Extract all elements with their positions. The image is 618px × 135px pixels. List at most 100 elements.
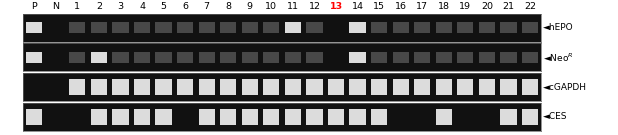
Bar bbox=[501, 79, 517, 95]
Bar bbox=[198, 22, 215, 33]
Bar bbox=[501, 22, 517, 33]
Bar bbox=[328, 79, 344, 95]
Bar bbox=[220, 22, 236, 33]
Bar bbox=[69, 22, 85, 33]
Bar bbox=[371, 109, 387, 125]
Text: ◄cGAPDH: ◄cGAPDH bbox=[543, 83, 587, 92]
Bar bbox=[436, 22, 452, 33]
Bar bbox=[177, 22, 193, 33]
Bar bbox=[479, 79, 495, 95]
Text: 4: 4 bbox=[139, 2, 145, 11]
Bar bbox=[285, 52, 301, 63]
Bar bbox=[112, 22, 129, 33]
Text: 15: 15 bbox=[373, 2, 385, 11]
Bar bbox=[91, 109, 107, 125]
Text: N: N bbox=[53, 2, 59, 11]
Bar bbox=[392, 22, 408, 33]
Bar bbox=[220, 109, 236, 125]
Bar bbox=[392, 79, 408, 95]
Text: 21: 21 bbox=[502, 2, 514, 11]
Bar bbox=[371, 79, 387, 95]
Text: 10: 10 bbox=[265, 2, 277, 11]
Bar bbox=[349, 79, 366, 95]
Bar bbox=[328, 109, 344, 125]
Bar bbox=[156, 109, 172, 125]
Bar bbox=[436, 79, 452, 95]
Bar bbox=[112, 52, 129, 63]
Bar bbox=[156, 52, 172, 63]
Bar bbox=[91, 22, 107, 33]
Bar bbox=[349, 109, 366, 125]
Bar bbox=[242, 52, 258, 63]
Bar bbox=[392, 52, 408, 63]
Bar bbox=[436, 52, 452, 63]
Text: 6: 6 bbox=[182, 2, 188, 11]
Bar bbox=[26, 52, 43, 63]
Bar bbox=[134, 52, 150, 63]
Text: P: P bbox=[32, 2, 37, 11]
Text: 3: 3 bbox=[117, 2, 124, 11]
Bar bbox=[307, 79, 323, 95]
Text: ◄hEPO: ◄hEPO bbox=[543, 23, 574, 32]
Bar bbox=[112, 109, 129, 125]
Bar bbox=[198, 52, 215, 63]
Bar bbox=[69, 52, 85, 63]
Bar bbox=[457, 79, 473, 95]
Bar bbox=[242, 109, 258, 125]
Bar bbox=[134, 109, 150, 125]
Bar bbox=[349, 52, 366, 63]
Text: 20: 20 bbox=[481, 2, 493, 11]
Bar bbox=[307, 52, 323, 63]
Bar bbox=[220, 52, 236, 63]
Bar bbox=[522, 79, 538, 95]
Text: 12: 12 bbox=[308, 2, 321, 11]
Bar bbox=[522, 22, 538, 33]
Bar bbox=[307, 109, 323, 125]
Text: 8: 8 bbox=[225, 2, 231, 11]
Bar bbox=[414, 52, 430, 63]
Bar bbox=[177, 52, 193, 63]
Text: 9: 9 bbox=[247, 2, 253, 11]
Bar bbox=[349, 22, 366, 33]
Text: ◄Neo$^R$: ◄Neo$^R$ bbox=[543, 51, 574, 64]
Bar bbox=[479, 52, 495, 63]
Bar bbox=[436, 109, 452, 125]
Bar bbox=[263, 109, 279, 125]
Text: 1: 1 bbox=[74, 2, 80, 11]
Bar bbox=[263, 52, 279, 63]
Bar bbox=[69, 79, 85, 95]
Bar bbox=[414, 79, 430, 95]
Bar bbox=[198, 79, 215, 95]
Text: 13: 13 bbox=[329, 2, 342, 11]
Bar bbox=[242, 79, 258, 95]
Bar bbox=[177, 79, 193, 95]
Bar bbox=[522, 109, 538, 125]
Bar bbox=[134, 22, 150, 33]
Bar bbox=[414, 22, 430, 33]
Bar bbox=[220, 79, 236, 95]
Text: 11: 11 bbox=[287, 2, 299, 11]
Bar bbox=[371, 52, 387, 63]
Bar bbox=[479, 22, 495, 33]
Bar bbox=[285, 109, 301, 125]
Text: 18: 18 bbox=[438, 2, 450, 11]
Bar bbox=[91, 79, 107, 95]
Bar bbox=[26, 22, 43, 33]
Text: 16: 16 bbox=[395, 2, 407, 11]
Bar bbox=[263, 79, 279, 95]
Bar bbox=[263, 22, 279, 33]
Text: 19: 19 bbox=[459, 2, 472, 11]
Text: 2: 2 bbox=[96, 2, 102, 11]
Bar bbox=[112, 79, 129, 95]
Bar bbox=[501, 52, 517, 63]
Bar bbox=[91, 52, 107, 63]
Bar bbox=[522, 52, 538, 63]
Text: 7: 7 bbox=[204, 2, 210, 11]
Text: 17: 17 bbox=[416, 2, 428, 11]
Bar bbox=[457, 52, 473, 63]
Bar bbox=[285, 79, 301, 95]
Bar bbox=[26, 109, 43, 125]
Bar bbox=[371, 22, 387, 33]
Bar bbox=[285, 22, 301, 33]
Bar bbox=[134, 79, 150, 95]
